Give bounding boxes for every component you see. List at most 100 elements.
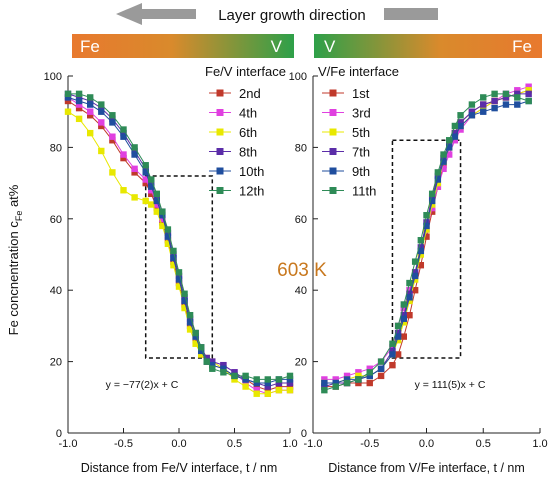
series-9th: [321, 97, 532, 387]
data-point: [394, 322, 402, 330]
y-tick-label: 40: [295, 285, 307, 297]
data-point: [406, 294, 413, 301]
data-point: [170, 262, 177, 269]
data-point: [321, 379, 328, 387]
legend-swatch-marker: [216, 167, 224, 175]
data-point: [457, 112, 464, 119]
data-point: [131, 169, 138, 176]
legend-entry-label: 10th: [239, 164, 264, 179]
y-axis-title-sub: Fe: [14, 211, 24, 222]
data-point: [514, 90, 521, 98]
series-8th: [64, 90, 294, 390]
legend-swatch-marker: [329, 89, 337, 97]
y-tick-label: 0: [301, 428, 307, 440]
data-point: [411, 287, 419, 294]
left-bar-end-label: V: [271, 37, 283, 56]
data-point: [406, 311, 413, 319]
right-composition-bar: V Fe: [314, 34, 542, 58]
data-point: [480, 94, 487, 101]
legend-title: Fe/V interface: [205, 64, 286, 79]
data-point: [164, 240, 172, 247]
x-axis-title: Distance from V/Fe interface, t / nm: [328, 461, 525, 475]
data-point: [186, 326, 194, 333]
data-point: [148, 179, 155, 187]
temperature-label: 603 K: [277, 260, 327, 281]
data-point: [120, 129, 127, 137]
data-point: [428, 208, 436, 215]
data-point: [170, 254, 177, 262]
data-point: [148, 201, 155, 208]
data-point: [275, 386, 283, 394]
data-point: [198, 351, 205, 358]
data-point: [502, 90, 510, 98]
data-point: [275, 379, 283, 387]
fe-v-interface-panel: -1.0 -0.5 0.0 0.5 1.0 0 20 40 60 80 100 Distance fr…: [44, 64, 298, 475]
x-tick-label: 0.0: [171, 438, 186, 450]
data-point: [203, 354, 210, 362]
y-tick-label: 0: [56, 428, 62, 440]
data-point: [434, 176, 442, 183]
data-point: [366, 369, 373, 376]
data-point: [428, 194, 436, 201]
data-point: [131, 151, 138, 158]
data-point: [175, 269, 183, 276]
data-point: [142, 179, 149, 187]
data-point: [203, 358, 210, 365]
x-tick-label: -1.0: [59, 438, 78, 450]
data-point: [192, 336, 199, 344]
x-tick-label: -1.0: [304, 438, 323, 450]
data-point: [440, 151, 447, 158]
data-point: [109, 115, 116, 123]
fit-region-box: [391, 139, 462, 359]
x-tick-label: 1.0: [282, 438, 297, 450]
data-point: [231, 376, 238, 383]
data-point: [142, 162, 149, 169]
legend-swatch-marker: [216, 89, 224, 97]
data-point: [87, 97, 94, 105]
data-point: [170, 258, 177, 265]
data-point: [525, 97, 532, 105]
data-point: [377, 372, 385, 380]
data-point: [355, 379, 362, 387]
data-point: [120, 187, 127, 194]
legend-entry-label: 2nd: [239, 86, 261, 101]
data-point: [253, 383, 260, 390]
x-axis-title: Distance from Fe/V interface, t / nm: [81, 461, 278, 475]
data-point: [175, 279, 183, 287]
data-point: [75, 104, 83, 112]
data-point: [242, 372, 249, 380]
data-point: [502, 94, 510, 101]
v-fe-interface-panel: -1.0 -0.5 0.0 0.5 1.0 0 20 40 60 80 100 Distance fr…: [289, 64, 548, 475]
legend: V/Fe interface 1st 3rd 5th 7th 9th 11th: [318, 64, 399, 199]
data-point: [457, 126, 464, 133]
y-tick-label: 100: [44, 71, 62, 83]
data-point: [87, 129, 94, 137]
data-point: [480, 104, 487, 112]
data-point: [525, 87, 532, 94]
data-point: [75, 97, 83, 105]
data-point: [181, 297, 188, 305]
data-point: [332, 379, 339, 387]
data-point: [242, 379, 249, 387]
data-point: [264, 383, 271, 390]
data-point: [98, 122, 105, 130]
fit-equation-label: y = 111(5)x + C: [415, 379, 486, 391]
data-point: [153, 190, 160, 198]
data-point: [153, 201, 160, 208]
y-tick-label: 60: [50, 214, 62, 226]
data-point: [411, 269, 419, 276]
data-point: [434, 179, 442, 187]
data-point: [192, 333, 199, 340]
data-point: [389, 344, 396, 351]
legend-swatch-marker: [329, 187, 337, 194]
data-point: [242, 376, 249, 383]
data-point: [446, 144, 453, 151]
data-point: [457, 119, 464, 126]
data-point: [434, 169, 442, 176]
data-point: [198, 344, 205, 351]
data-point: [394, 333, 402, 340]
data-point: [400, 304, 407, 312]
data-point: [109, 112, 116, 119]
series-2nd: [64, 97, 294, 394]
data-point: [175, 276, 183, 283]
